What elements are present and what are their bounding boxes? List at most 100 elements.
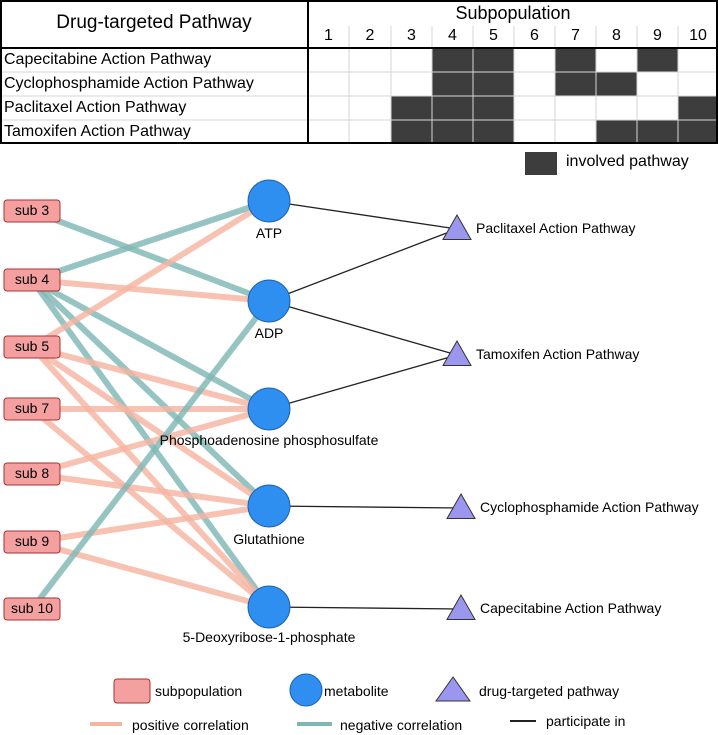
legend-metabolite-swatch xyxy=(289,673,323,707)
metabolite-node xyxy=(247,585,291,629)
positive-correlation-edge xyxy=(31,471,270,509)
involved-cell xyxy=(473,72,514,96)
legend-subpopulation-swatch xyxy=(113,678,151,704)
involved-cell xyxy=(678,96,718,120)
metabolite-label: Phosphoadenosine phosphosulfate xyxy=(159,432,379,448)
metabolite-label: 5-Deoxyribose-1-phosphate xyxy=(182,629,356,645)
column-label: 6 xyxy=(530,27,539,44)
involved-cell xyxy=(473,48,514,72)
involved-cell xyxy=(391,96,432,120)
subpopulation-node xyxy=(3,268,61,292)
column-label: 10 xyxy=(689,27,707,44)
column-label: 3 xyxy=(407,27,416,44)
involved-cell xyxy=(432,96,473,120)
metabolite-label: Glutathione xyxy=(233,531,305,547)
legend-metabolite-label: metabolite xyxy=(324,683,389,699)
negative-correlation-edge xyxy=(29,299,272,611)
involved-cell xyxy=(555,48,596,72)
subpopulation-label: sub 5 xyxy=(14,338,50,354)
pathway-label: Tamoxifen Action Pathway xyxy=(476,346,640,362)
table-border xyxy=(0,0,718,144)
participate-edge xyxy=(268,200,458,230)
pathway-node xyxy=(442,213,472,240)
positive-correlation-edge xyxy=(29,344,272,610)
positive-correlation-edge xyxy=(30,198,271,350)
row-label: Cyclophosphamide Action Pathway xyxy=(4,75,254,92)
positive-correlation-edge xyxy=(30,344,271,509)
legend-participate-label: participate in xyxy=(546,713,626,729)
subpopulation-node xyxy=(3,199,61,223)
table-header-left: Drug-targeted Pathway xyxy=(56,12,252,33)
involved-cell xyxy=(473,120,514,143)
column-label: 4 xyxy=(448,27,457,44)
subpopulation-label: sub 9 xyxy=(14,533,50,549)
subpopulation-label: sub 8 xyxy=(14,465,50,481)
legend-negative-label: negative correlation xyxy=(340,717,463,733)
involved-cell xyxy=(432,48,473,72)
subpopulation-node xyxy=(3,335,61,359)
participate-edge xyxy=(268,228,458,302)
metabolite-node xyxy=(247,387,291,431)
pathway-label: Capecitabine Action Pathway xyxy=(480,600,662,616)
negative-correlation-edge xyxy=(30,208,271,304)
subpopulation-label: sub 4 xyxy=(14,271,50,287)
involved-cell xyxy=(473,96,514,120)
legend-pathway-label: drug-targeted pathway xyxy=(479,683,620,699)
participate-edge xyxy=(268,354,458,410)
negative-correlation-edge xyxy=(29,277,272,509)
row-label: Tamoxifen Action Pathway xyxy=(4,123,191,140)
negative-correlation-edge xyxy=(30,277,271,412)
column-label: 2 xyxy=(365,27,375,44)
network-nodes xyxy=(3,179,476,629)
subpopulation-label: sub 10 xyxy=(10,600,54,616)
involved-cell xyxy=(637,48,678,72)
involved-legend-label: involved pathway xyxy=(566,153,689,170)
positive-correlation-edge xyxy=(30,406,271,610)
positive-correlation-edge xyxy=(31,277,270,304)
legend-pathway-swatch xyxy=(435,676,471,702)
involved-cell xyxy=(637,120,678,143)
involved-legend-swatch xyxy=(525,152,557,175)
figure-legend xyxy=(90,673,536,726)
subpopulation-node xyxy=(3,397,61,421)
involved-cell xyxy=(596,72,637,96)
subpopulation-node xyxy=(3,597,61,621)
pathway-label: Paclitaxel Action Pathway xyxy=(476,220,636,236)
legend-subpopulation-label: subpopulation xyxy=(155,683,243,699)
metabolite-node xyxy=(247,179,291,223)
pathway-node xyxy=(442,339,472,366)
row-label: Capecitabine Action Pathway xyxy=(4,51,212,68)
negative-correlation-edge xyxy=(31,198,270,283)
subpopulation-label: sub 7 xyxy=(14,400,50,416)
involved-cell xyxy=(678,120,718,143)
positive-correlation-edge xyxy=(31,503,270,545)
subpopulation-node xyxy=(3,462,61,486)
involved-cell xyxy=(596,120,637,143)
involved-cell xyxy=(432,72,473,96)
column-label: 5 xyxy=(489,27,498,44)
column-label: 7 xyxy=(571,27,580,44)
column-label: 1 xyxy=(324,27,333,44)
positive-correlation-edge xyxy=(31,344,270,412)
table-header-right: Subpopulation xyxy=(455,3,571,23)
participate-edge xyxy=(268,300,458,356)
involved-cell xyxy=(391,120,432,143)
participate-edge xyxy=(268,505,462,509)
network-edges xyxy=(29,198,462,611)
participate-edge xyxy=(268,606,462,610)
involved-cell xyxy=(432,120,473,143)
metabolite-label: ATP xyxy=(255,225,283,241)
metabolite-node xyxy=(247,279,291,323)
subpopulation-label: sub 3 xyxy=(14,202,50,218)
pathway-label: Cyclophosphamide Action Pathway xyxy=(480,499,699,515)
involved-cell xyxy=(555,72,596,96)
pathway-table xyxy=(0,0,718,175)
column-label: 9 xyxy=(653,27,662,44)
column-label: 8 xyxy=(612,27,621,44)
pathway-node xyxy=(446,492,476,519)
pathway-node xyxy=(446,593,476,620)
row-label: Paclitaxel Action Pathway xyxy=(4,99,187,116)
metabolite-label: ADP xyxy=(254,325,284,341)
